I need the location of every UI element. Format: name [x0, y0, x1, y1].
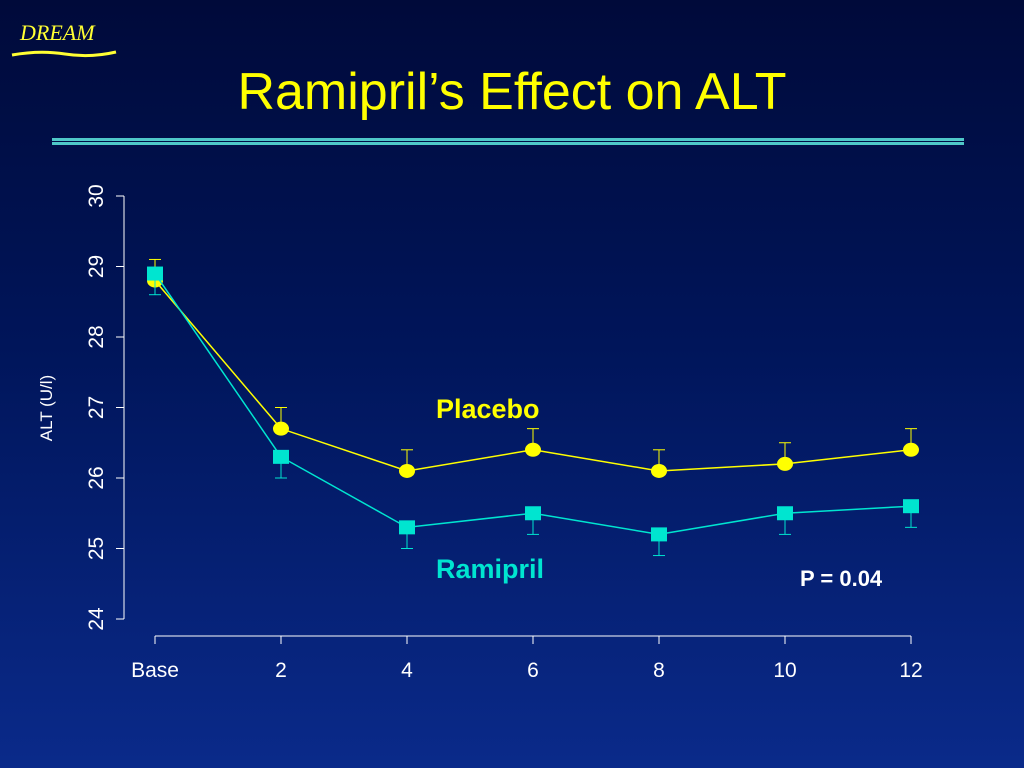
data-point [399, 520, 415, 535]
x-tick-label: Base [131, 659, 179, 682]
y-tick-label: 27 [85, 396, 108, 419]
logo-text: DREAM [20, 20, 95, 45]
data-point [777, 456, 793, 471]
series-ramipril [147, 266, 919, 557]
data-point [525, 442, 541, 457]
title-divider [52, 138, 964, 145]
data-point [147, 266, 163, 281]
series-placebo [147, 258, 919, 478]
data-point [903, 442, 919, 457]
y-tick-label: 28 [85, 325, 108, 348]
x-axis: Base 2 4 6 8 10 12 [131, 635, 923, 682]
x-tick-label: 8 [653, 659, 665, 682]
y-tick-label: 25 [85, 537, 108, 560]
x-tick-label: 4 [401, 659, 413, 682]
logo-swoosh-icon [11, 50, 117, 58]
y-tick-label: 26 [85, 466, 108, 489]
x-tick-label: 12 [899, 659, 922, 682]
x-tick-label: 10 [773, 659, 796, 682]
series-label-ramipril: Ramipril [436, 554, 544, 584]
y-axis-label: ALT (U/l) [37, 375, 56, 441]
series-layer [147, 258, 919, 557]
data-point [273, 421, 289, 436]
p-value-annotation: P = 0.04 [800, 566, 883, 591]
y-axis: 24 25 26 27 28 29 30 [85, 184, 125, 631]
data-point [903, 499, 919, 514]
y-tick-label: 29 [85, 255, 108, 278]
y-tick-label: 30 [85, 184, 108, 207]
page-title: Ramipril’s Effect on ALT [237, 63, 787, 121]
data-point [651, 463, 667, 478]
data-point [525, 506, 541, 521]
y-tick-label: 24 [85, 607, 108, 631]
data-point [273, 449, 289, 464]
series-label-placebo: Placebo [436, 394, 540, 424]
data-point [651, 527, 667, 542]
x-tick-label: 6 [527, 659, 539, 682]
data-point [399, 463, 415, 478]
data-point [777, 506, 793, 521]
x-tick-label: 2 [275, 659, 287, 682]
